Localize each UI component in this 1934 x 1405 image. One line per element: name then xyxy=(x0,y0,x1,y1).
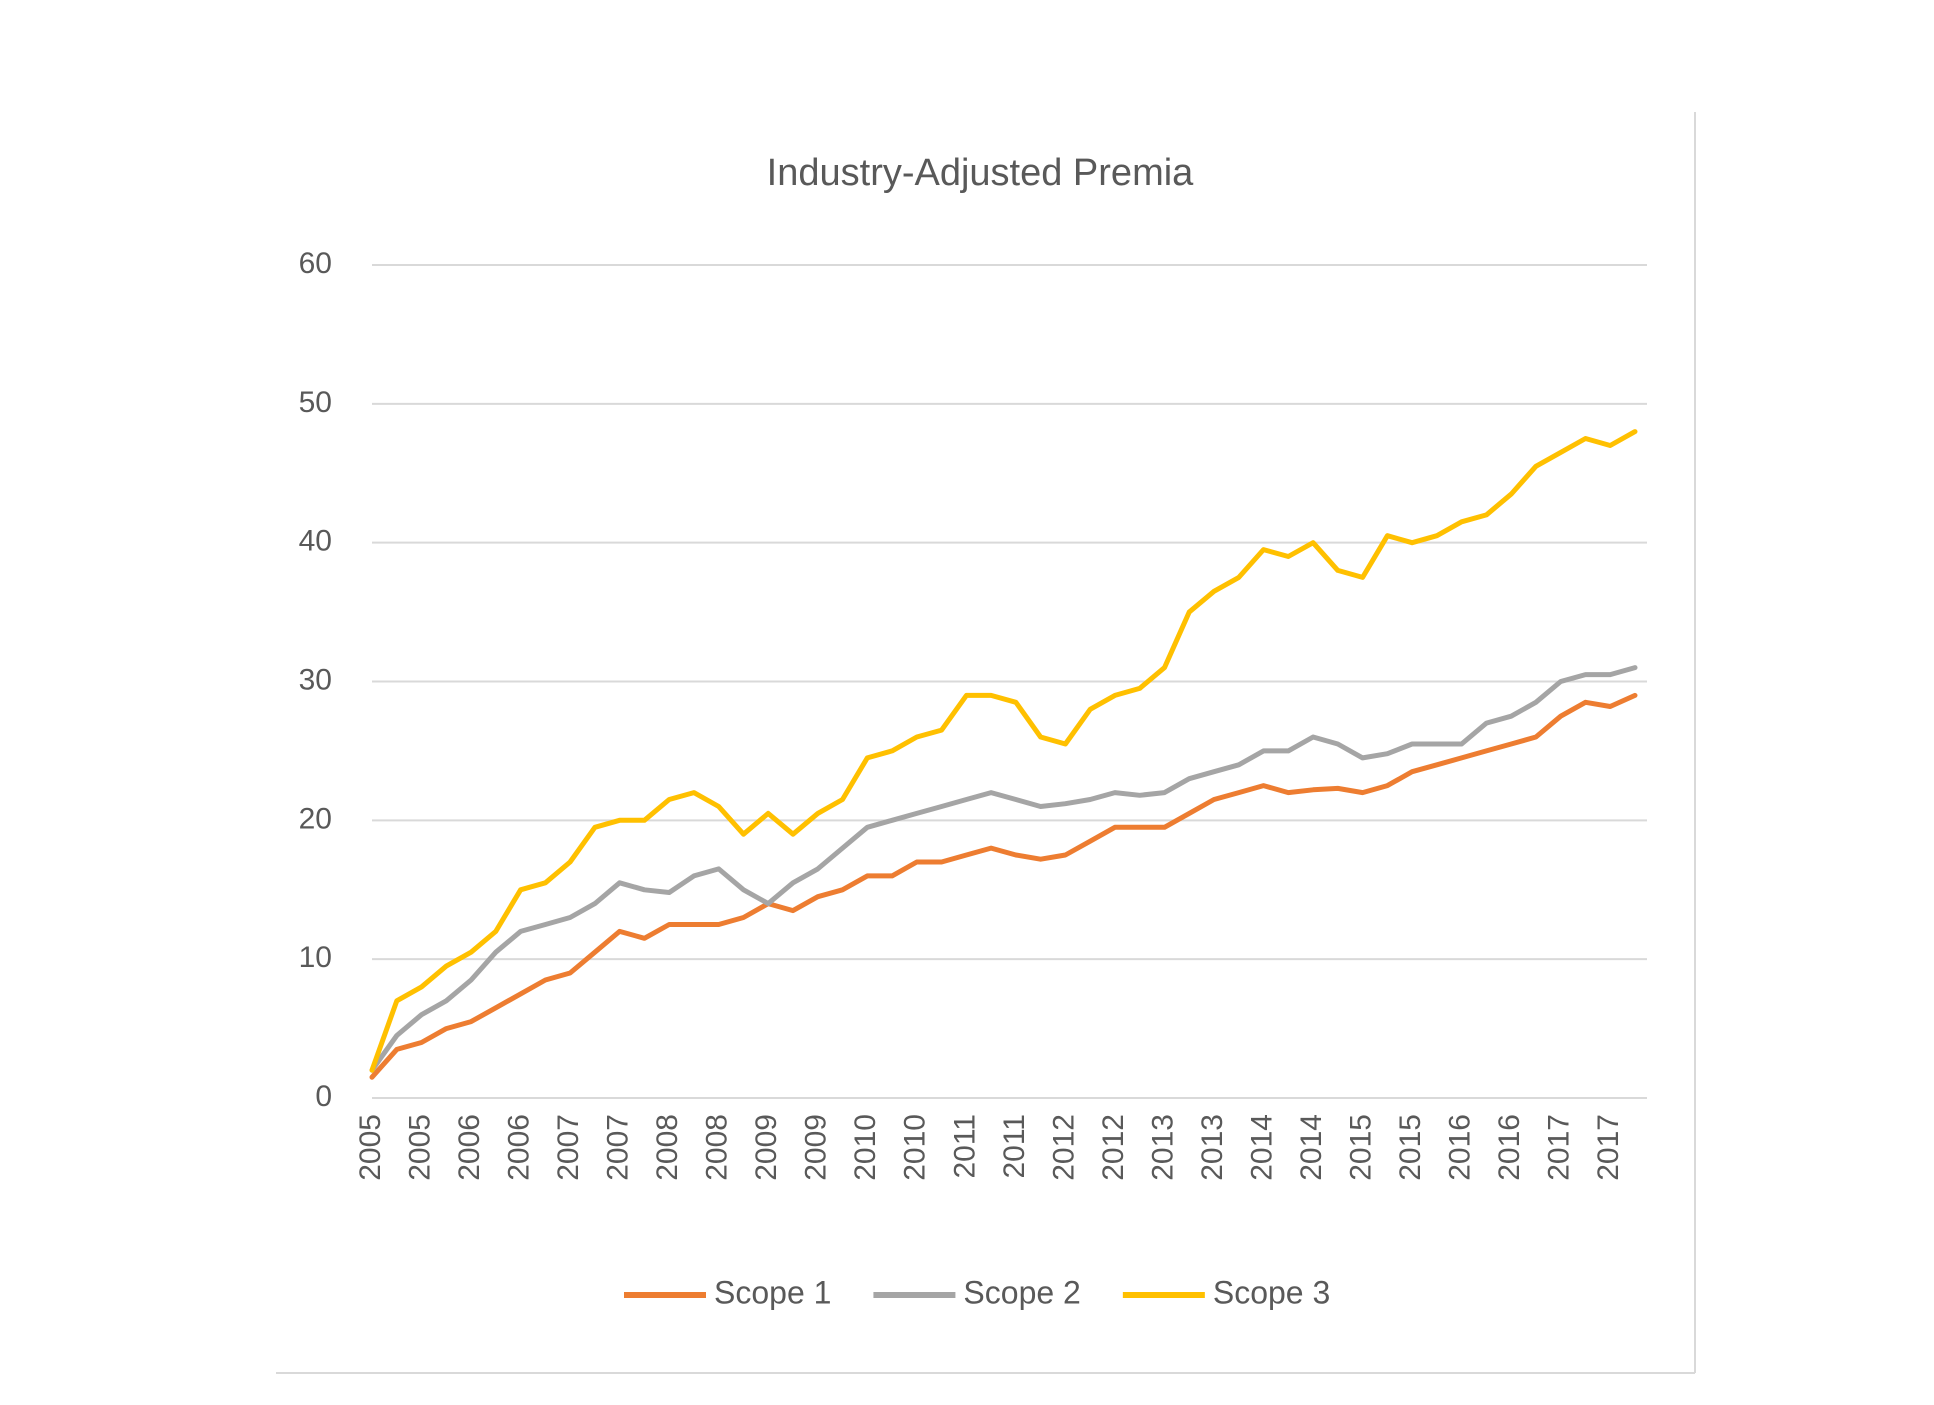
legend-label: Scope 3 xyxy=(1213,1274,1330,1310)
x-tick-label: 2010 xyxy=(899,1114,932,1181)
x-tick-label: 2010 xyxy=(849,1114,882,1181)
y-tick-label: 60 xyxy=(299,247,332,280)
x-tick-label: 2013 xyxy=(1196,1114,1229,1181)
series-line xyxy=(369,429,1638,1073)
y-tick-label: 10 xyxy=(299,941,332,974)
x-tick-label: 2012 xyxy=(1097,1114,1130,1181)
x-tick-label: 2014 xyxy=(1245,1114,1278,1181)
series-line xyxy=(369,665,1638,1073)
legend-label: Scope 1 xyxy=(714,1274,831,1310)
x-tick-label: 2008 xyxy=(651,1114,684,1181)
y-tick-label: 40 xyxy=(299,525,332,558)
x-tick-label: 2005 xyxy=(354,1114,387,1181)
x-tick-label: 2006 xyxy=(453,1114,486,1181)
y-tick-label: 0 xyxy=(315,1080,332,1113)
x-tick-label: 2015 xyxy=(1345,1114,1378,1181)
x-tick-label: 2013 xyxy=(1146,1114,1179,1181)
x-tick-label: 2012 xyxy=(1047,1114,1080,1181)
legend-label: Scope 2 xyxy=(963,1274,1080,1310)
y-tick-label: 30 xyxy=(299,663,332,696)
chart-title: Industry-Adjusted Premia xyxy=(767,152,1194,194)
series-line xyxy=(369,692,1638,1080)
x-tick-label: 2009 xyxy=(800,1114,833,1181)
x-tick-label: 2014 xyxy=(1295,1114,1328,1181)
x-tick-label: 2009 xyxy=(750,1114,783,1181)
x-tick-label: 2006 xyxy=(503,1114,536,1181)
x-tick-label: 2016 xyxy=(1493,1114,1526,1181)
x-tick-label: 2008 xyxy=(701,1114,734,1181)
x-tick-label: 2011 xyxy=(998,1114,1031,1179)
y-tick-label: 50 xyxy=(299,386,332,419)
x-tick-label: 2007 xyxy=(602,1114,635,1181)
y-tick-label: 20 xyxy=(299,802,332,835)
x-tick-label: 2017 xyxy=(1543,1114,1576,1181)
x-tick-label: 2007 xyxy=(552,1114,585,1181)
x-tick-label: 2005 xyxy=(403,1114,436,1181)
x-tick-label: 2016 xyxy=(1444,1114,1477,1181)
x-tick-label: 2015 xyxy=(1394,1114,1427,1181)
x-tick-label: 2017 xyxy=(1592,1114,1625,1181)
x-tick-label: 2011 xyxy=(948,1114,981,1179)
